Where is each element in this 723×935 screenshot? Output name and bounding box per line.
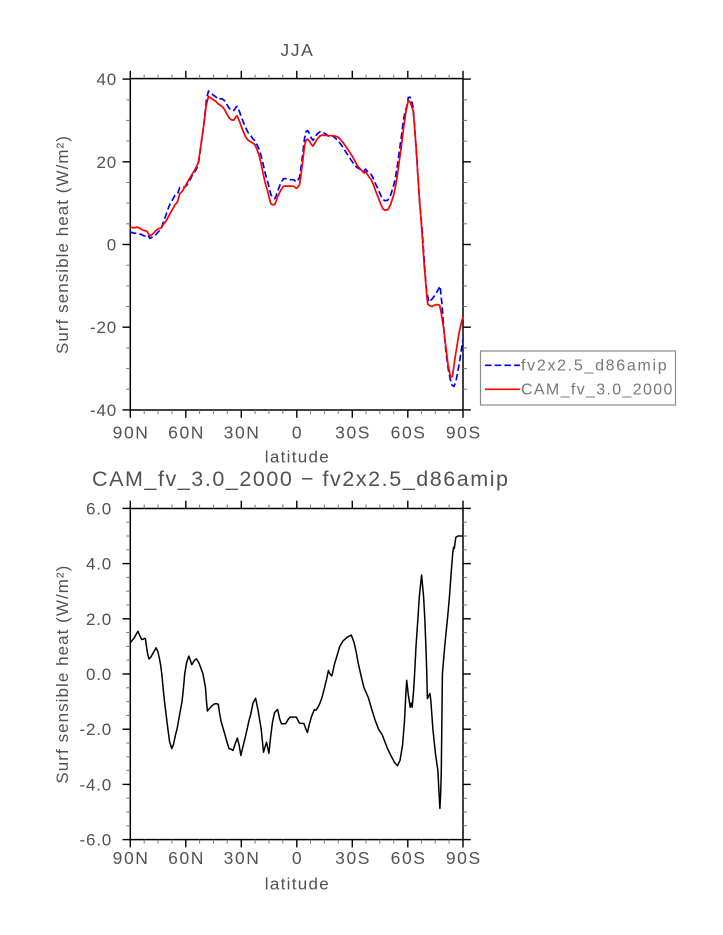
svg-text:latitude: latitude bbox=[265, 448, 330, 467]
svg-text:-4.0: -4.0 bbox=[80, 775, 113, 794]
svg-text:90S: 90S bbox=[446, 848, 482, 868]
svg-text:60S: 60S bbox=[391, 423, 427, 443]
svg-text:90N: 90N bbox=[113, 848, 150, 868]
svg-text:CAM_fv_3.0_2000: CAM_fv_3.0_2000 bbox=[521, 381, 674, 398]
svg-text:fv2x2.5_d86amip: fv2x2.5_d86amip bbox=[521, 357, 668, 374]
svg-text:-40: -40 bbox=[90, 401, 117, 420]
svg-text:30S: 30S bbox=[335, 423, 371, 443]
svg-text:Surf sensible heat (W/m²): Surf sensible heat (W/m²) bbox=[53, 135, 72, 354]
svg-text:40: 40 bbox=[96, 70, 117, 89]
svg-text:-20: -20 bbox=[90, 318, 117, 337]
svg-text:CAM_fv_3.0_2000 − fv2x2.5_d86a: CAM_fv_3.0_2000 − fv2x2.5_d86amip bbox=[92, 467, 510, 491]
svg-text:0: 0 bbox=[292, 848, 303, 868]
svg-text:60S: 60S bbox=[391, 848, 427, 868]
svg-text:6.0: 6.0 bbox=[86, 499, 112, 518]
svg-text:2.0: 2.0 bbox=[86, 610, 112, 629]
svg-text:0: 0 bbox=[107, 236, 117, 255]
svg-text:latitude: latitude bbox=[265, 875, 330, 894]
svg-text:90N: 90N bbox=[113, 423, 150, 443]
svg-text:20: 20 bbox=[96, 153, 117, 172]
svg-text:30N: 30N bbox=[224, 848, 261, 868]
svg-text:60N: 60N bbox=[168, 423, 205, 443]
svg-text:4.0: 4.0 bbox=[86, 555, 112, 574]
svg-text:30S: 30S bbox=[335, 848, 371, 868]
svg-text:30N: 30N bbox=[224, 423, 261, 443]
svg-text:JJA: JJA bbox=[280, 40, 314, 60]
svg-text:90S: 90S bbox=[446, 423, 482, 443]
svg-text:-6.0: -6.0 bbox=[80, 831, 113, 850]
svg-text:0.0: 0.0 bbox=[86, 665, 112, 684]
svg-text:0: 0 bbox=[292, 423, 303, 443]
svg-text:60N: 60N bbox=[168, 848, 205, 868]
svg-text:-2.0: -2.0 bbox=[80, 720, 113, 739]
svg-text:Surf sensible heat (W/m²): Surf sensible heat (W/m²) bbox=[53, 565, 72, 784]
